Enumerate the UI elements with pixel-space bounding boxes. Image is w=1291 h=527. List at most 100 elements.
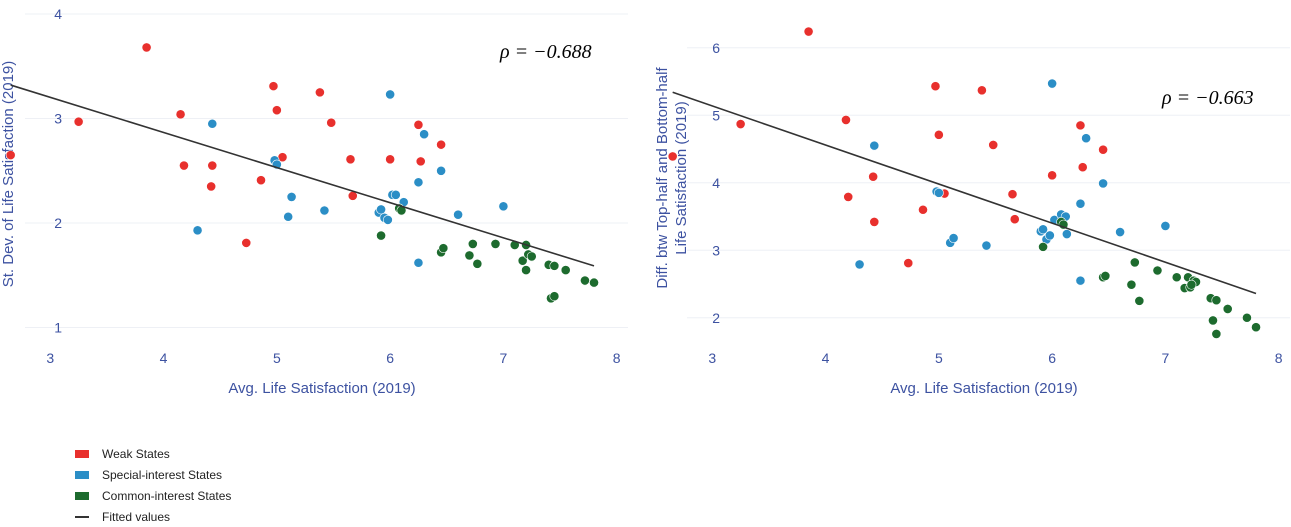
chart-right-point-weak	[735, 119, 746, 129]
chart-left-point-special	[436, 165, 446, 176]
chart-right-point-weak	[903, 258, 914, 268]
chart-right-point-common	[1211, 329, 1222, 339]
chart-left-point-weak	[345, 154, 356, 165]
chart-right-point-special	[1098, 178, 1108, 189]
chart-right-point-weak	[1047, 170, 1058, 181]
chart-left-point-weak	[207, 160, 218, 171]
chart-left-point-common	[464, 250, 475, 261]
chart-right-point-weak	[803, 26, 814, 37]
chart-left-fitted-line	[10, 84, 595, 267]
chart-right-point-special	[948, 233, 959, 243]
chart-left-ytick-label: 2	[54, 215, 62, 231]
chart-left-point-common	[521, 265, 531, 275]
chart-right-point-weak	[933, 129, 944, 140]
chart-left-point-special	[453, 209, 463, 220]
legend-label-weak: Weak States	[102, 446, 170, 461]
chart-right-rho-annotation: ρ = −0.663	[1161, 87, 1254, 109]
chart-left-ylabel: St. Dev. of Life Satisfaction (2019)	[0, 61, 17, 288]
chart-left-point-common	[517, 255, 528, 266]
legend-item-fit: Fitted values	[75, 506, 231, 527]
chart-right-point-common	[1186, 279, 1197, 290]
chart-left-point-weak	[141, 42, 152, 53]
chart-right-ytick-label: 6	[712, 40, 720, 56]
legend-swatch-weak	[75, 449, 89, 458]
chart-right-point-special	[1061, 229, 1072, 239]
chart-left-point-weak	[175, 109, 186, 120]
legend-label-common: Common-interest States	[102, 488, 232, 503]
chart-right-point-special	[1081, 133, 1092, 144]
chart-right-xtick-label: 8	[1275, 350, 1283, 366]
chart-right-point-special	[1038, 224, 1048, 235]
chart-right-point-common	[1100, 270, 1111, 281]
chart-right-point-common	[1222, 304, 1233, 314]
chart-left-point-special	[286, 192, 297, 202]
chart-left-point-special	[390, 189, 401, 200]
chart-left-point-special	[498, 201, 509, 212]
chart-left-point-weak	[415, 156, 426, 167]
chart-left-point-common	[580, 275, 590, 286]
chart-right-point-weak	[868, 171, 879, 182]
chart-left-rho-annotation: ρ = −0.688	[499, 41, 592, 63]
chart-left-point-special	[413, 257, 424, 268]
chart-left-point-weak	[413, 119, 424, 130]
chart-left-point-common	[560, 265, 571, 275]
chart-left-point-weak	[314, 87, 325, 98]
chart-right-point-weak	[1009, 214, 1020, 225]
chart-right-point-common	[1251, 322, 1261, 333]
chart-left-xtick-label: 5	[273, 350, 281, 366]
chart-right-xtick-label: 7	[1162, 350, 1170, 366]
chart-left-point-weak	[241, 237, 252, 248]
chart-left-xtick-label: 8	[613, 350, 621, 366]
chart-left-point-common	[589, 277, 599, 288]
chart-right-point-weak	[918, 204, 928, 215]
chart-right-point-special	[933, 187, 944, 198]
chart-right-point-common	[1211, 295, 1222, 306]
chart-left-point-weak	[5, 150, 16, 160]
chart-left-point-common	[376, 230, 386, 241]
chart-left-point-special	[376, 204, 386, 215]
chart-right-point-special	[1044, 230, 1055, 241]
chart-right-point-weak	[930, 81, 941, 92]
chart-right-point-special	[1115, 227, 1125, 237]
legend-swatch-common	[75, 491, 89, 500]
chart-left-point-common	[549, 260, 560, 271]
legend-item-special: Special-interest States	[75, 464, 231, 485]
chart-right-point-common	[1126, 279, 1137, 290]
chart-left-xtick-label: 7	[500, 350, 508, 366]
chart-right-xtick-label: 3	[708, 350, 716, 366]
legend-label-fit: Fitted values	[102, 509, 171, 524]
chart-right-point-weak	[869, 216, 880, 227]
chart-right-point-weak	[988, 140, 999, 150]
chart-right-point-common	[1171, 272, 1182, 283]
chart-left-point-special	[413, 177, 424, 188]
chart-left-ytick-label: 1	[54, 320, 62, 336]
chart-left-point-common	[549, 291, 560, 302]
chart-right: Avg. Life Satisfaction (2019) Diff. btw …	[654, 26, 1290, 397]
chart-right-point-weak	[976, 85, 987, 96]
chart-right-point-special	[854, 259, 865, 270]
chart-right-ytick-label: 5	[712, 107, 720, 123]
chart-left-xtick-label: 3	[46, 350, 54, 366]
legend: Weak States Special-interest States Comm…	[75, 443, 231, 527]
chart-right-fitted-line	[672, 91, 1257, 295]
chart-left-point-weak	[436, 139, 446, 150]
chart-right-ylabel-line1: Diff. btw Top-half and Bottom-half	[654, 67, 671, 289]
chart-right-point-weak	[1077, 162, 1088, 173]
chart-right-point-weak	[667, 151, 678, 162]
chart-left-point-common	[526, 251, 537, 262]
chart-right-point-common	[1134, 295, 1145, 306]
chart-right-point-weak	[1075, 120, 1086, 131]
chart-right-ylabel-line2: Life Satisfaction (2019)	[673, 101, 690, 254]
chart-left-point-special	[382, 214, 393, 225]
chart-right-xtick-label: 4	[822, 350, 830, 366]
chart-left-xtick-label: 6	[386, 350, 394, 366]
chart-right-xlabel: Avg. Life Satisfaction (2019)	[890, 380, 1077, 397]
chart-right-ytick-label: 2	[712, 310, 720, 326]
chart-left-point-common	[467, 239, 478, 249]
chart-right-xtick-label: 5	[935, 350, 943, 366]
chart-left-point-weak	[271, 105, 282, 116]
legend-swatch-fit	[75, 515, 89, 518]
chart-left-point-common	[438, 243, 449, 254]
legend-item-weak: Weak States	[75, 443, 231, 464]
chart-left-point-weak	[206, 181, 217, 192]
